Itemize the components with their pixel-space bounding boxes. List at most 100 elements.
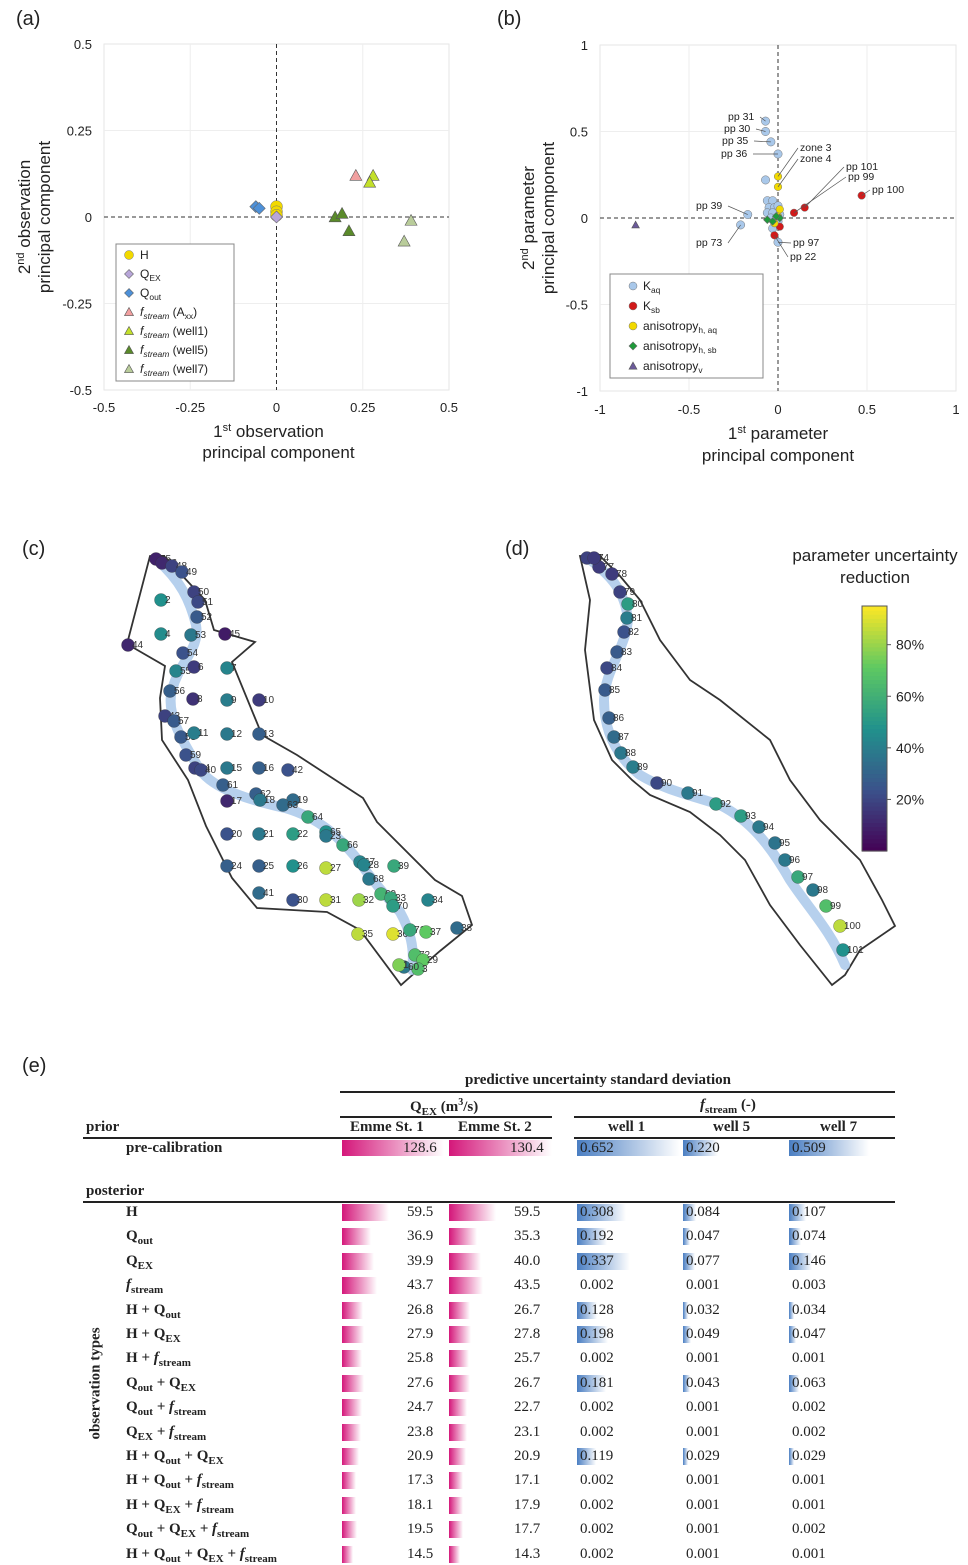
row-value: 0.002 [580,1277,614,1294]
row-bar [342,1521,357,1538]
row-value: 35.3 [514,1228,540,1245]
row-bar [342,1277,377,1294]
row-value: 39.9 [407,1253,433,1270]
row-label: H + Qout + QEX [126,1448,224,1467]
row-value: 0.029 [686,1448,720,1465]
row-bar [449,1204,496,1221]
rule-group1 [340,1116,552,1118]
row-value: 27.6 [407,1375,433,1392]
row-value: 24.7 [407,1399,433,1416]
row-label: H + Qout + fstream [126,1472,234,1491]
row-label: H + Qout [126,1302,181,1321]
row-value: 26.8 [407,1302,433,1319]
row-value: 23.8 [407,1424,433,1441]
row-bar [342,1546,353,1563]
row-bar [342,1375,364,1392]
row-bar [342,1399,362,1416]
row-bar [342,1302,363,1319]
row-value: 0.001 [792,1350,826,1367]
row-value: 0.047 [686,1228,720,1245]
row-bar [342,1472,356,1489]
row-bar [342,1448,359,1465]
row-label: QEX + fstream [126,1424,206,1443]
rule-posterior [83,1201,895,1203]
column-header: Emme St. 1 [350,1119,424,1136]
row-value: 40.0 [514,1253,540,1270]
row-value: 20.9 [407,1448,433,1465]
row-value: 17.1 [514,1472,540,1489]
row-bar [449,1424,467,1441]
row-value: 27.8 [514,1326,540,1343]
prior-value: 0.652 [580,1140,614,1157]
row-value: 0.001 [686,1546,720,1563]
prior-label: prior [86,1119,119,1136]
row-value: 0.001 [686,1497,720,1514]
row-bar [449,1350,469,1367]
row-value: 20.9 [514,1448,540,1465]
row-bar [449,1375,470,1392]
row-value: 0.002 [580,1472,614,1489]
row-value: 19.5 [407,1521,433,1538]
row-value: 14.5 [407,1546,433,1563]
column-header: Emme St. 2 [458,1119,532,1136]
row-bar [342,1204,389,1221]
row-value: 0.001 [686,1350,720,1367]
row-value: 0.049 [686,1326,720,1343]
row-value: 23.1 [514,1424,540,1441]
row-bar [342,1497,356,1514]
row-value: 0.002 [580,1546,614,1563]
pre-calibration-label: pre-calibration [126,1140,222,1157]
row-bar [449,1326,471,1343]
row-label: H + Qout + QEX + fstream [126,1546,277,1565]
column-header: well 1 [608,1119,645,1136]
row-bar [449,1448,466,1465]
rule-header-right [574,1137,895,1139]
row-value: 0.043 [686,1375,720,1392]
row-value: 0.002 [792,1521,826,1538]
row-value: 17.9 [514,1497,540,1514]
row-value: 0.001 [686,1424,720,1441]
row-value: 0.003 [792,1277,826,1294]
row-value: 0.107 [792,1204,826,1221]
row-bar [449,1399,467,1416]
row-label: H + QEX + fstream [126,1497,234,1516]
row-label: H [126,1204,138,1221]
row-label: Qout [126,1228,153,1247]
row-value: 22.7 [514,1399,540,1416]
row-value: 25.7 [514,1350,540,1367]
row-value: 0.337 [580,1253,614,1270]
row-value: 26.7 [514,1302,540,1319]
row-value: 0.001 [686,1521,720,1538]
row-label: H + fstream [126,1350,191,1369]
row-bar [449,1228,477,1245]
rule-header-left [83,1137,552,1139]
table-title: predictive uncertainty standard deviatio… [465,1072,731,1089]
row-value: 0.077 [686,1253,720,1270]
row-value: 0.084 [686,1204,720,1221]
row-value: 0.119 [580,1448,613,1465]
row-value: 43.7 [407,1277,433,1294]
row-value: 17.3 [407,1472,433,1489]
row-value: 0.308 [580,1204,614,1221]
row-value: 0.128 [580,1302,614,1319]
row-label: Qout + QEX + fstream [126,1521,249,1540]
row-label: QEX [126,1253,153,1272]
prior-value: 128.6 [403,1140,437,1157]
row-bar [342,1253,374,1270]
rule-top [340,1091,895,1093]
row-value: 59.5 [514,1204,540,1221]
row-value: 0.146 [792,1253,826,1270]
row-value: 0.002 [580,1521,614,1538]
row-value: 0.002 [580,1424,614,1441]
row-bar [342,1326,364,1343]
row-bar [449,1546,460,1563]
row-bar [449,1253,481,1270]
prior-value: 0.220 [686,1140,720,1157]
row-value: 25.8 [407,1350,433,1367]
row-value: 27.9 [407,1326,433,1343]
row-value: 0.002 [580,1350,614,1367]
row-value: 0.198 [580,1326,614,1343]
row-value: 0.001 [792,1546,826,1563]
row-label: H + QEX [126,1326,181,1345]
row-value: 0.001 [792,1472,826,1489]
